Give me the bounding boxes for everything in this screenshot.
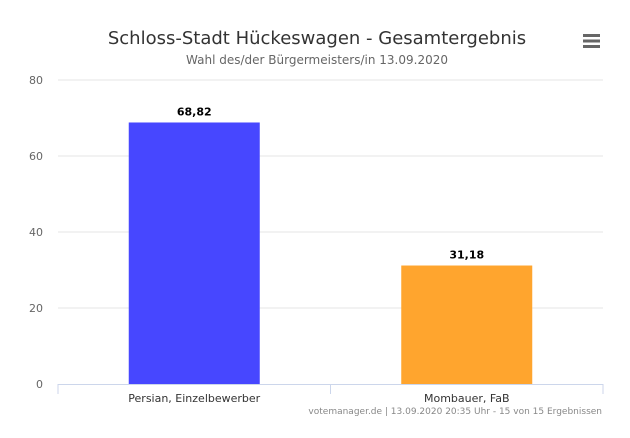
category-labels: Persian, Einzelbewerber Mombauer, FaB <box>128 392 509 405</box>
bar-data-label: 68,82 <box>177 105 212 118</box>
chart-credits[interactable]: votemanager.de | 13.09.2020 20:35 Uhr - … <box>308 407 602 417</box>
y-tick-label: 0 <box>36 378 43 391</box>
x-axis <box>57 384 604 394</box>
x-category-label: Mombauer, FaB <box>424 392 510 405</box>
chart-title: Schloss-Stadt Hückeswagen - Gesamtergebn… <box>108 28 526 49</box>
y-tick-label: 80 <box>29 74 43 87</box>
y-tick-label: 60 <box>29 150 43 163</box>
y-tick-label: 40 <box>29 226 43 239</box>
chart-subtitle: Wahl des/der Bürgermeisters/in 13.09.202… <box>186 53 448 67</box>
bar-data-label: 31,18 <box>449 249 484 262</box>
x-category-label: Persian, Einzelbewerber <box>128 392 260 405</box>
hamburger-menu-icon[interactable] <box>583 34 601 48</box>
y-axis-ticks: 0 20 40 60 80 <box>29 74 43 391</box>
bar[interactable] <box>401 265 533 384</box>
y-tick-label: 20 <box>29 302 43 315</box>
bar[interactable] <box>128 122 260 384</box>
bars <box>128 122 533 384</box>
data-labels: 68,82 31,18 <box>177 105 484 261</box>
